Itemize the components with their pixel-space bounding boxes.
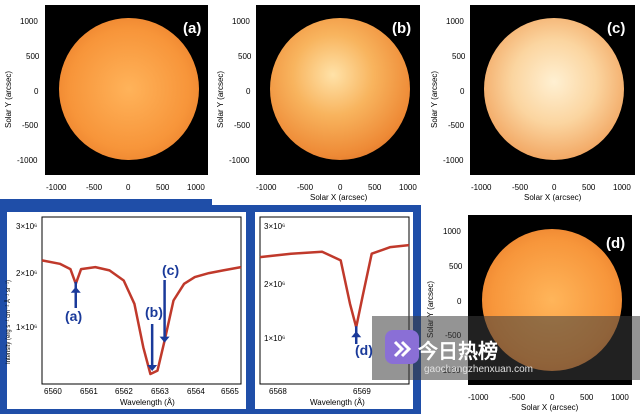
annotation-a: (a) (65, 308, 83, 324)
x-tick: -500 (509, 393, 526, 402)
y-tick: 0 (457, 297, 462, 306)
y-tick: 500 (452, 52, 466, 61)
watermark-logo-icon (385, 330, 419, 364)
y-tick: -500 (448, 121, 465, 130)
spectrum-chart-left (41, 216, 242, 385)
x-tick: 6562 (115, 387, 133, 396)
arrow-d-head (351, 331, 362, 338)
x-tick: 0 (126, 183, 131, 192)
x-tick: -1000 (46, 183, 67, 192)
sun-image-a: (a) (45, 5, 208, 175)
plot-frame (41, 216, 242, 385)
y-tick: 3×10⁶ (264, 222, 286, 231)
x-tick: 500 (156, 183, 170, 192)
annotation-c: (c) (162, 262, 180, 278)
panel-label-a: (a) (183, 20, 202, 37)
y-tick: 1000 (232, 17, 250, 26)
x-tick: -500 (512, 183, 529, 192)
watermark-title: 今日热榜 (418, 339, 498, 363)
sun-image-c: (c) (470, 5, 635, 175)
x-tick: -1000 (471, 183, 492, 192)
x-tick: 1000 (611, 393, 629, 402)
y-tick: 1×10⁶ (16, 323, 38, 332)
arrow-c-head (159, 336, 170, 343)
x-axis-title: Wavelength (Å) (120, 398, 175, 407)
panel-b: (b) 1000 500 0 -500 -1000 Solar Y (arcse… (212, 0, 427, 205)
x-axis-title: Solar X (arcsec) (521, 403, 579, 412)
annotation-b: (b) (145, 304, 163, 320)
x-tick: 6569 (353, 387, 371, 396)
x-tick: 1000 (399, 183, 417, 192)
x-tick: 0 (550, 393, 555, 402)
annotation-d: (d) (355, 342, 373, 358)
x-tick: 1000 (187, 183, 205, 192)
x-tick: 6560 (44, 387, 62, 396)
y-tick: -500 (22, 121, 39, 130)
x-tick: 6568 (269, 387, 287, 396)
y-axis-title: Solar Y (arcsec) (216, 70, 225, 128)
y-tick: 1000 (443, 227, 461, 236)
y-axis-title: Solar Y (arcsec) (4, 70, 13, 128)
x-tick: 6565 (221, 387, 239, 396)
arrow-a-head (70, 286, 81, 293)
x-tick: 6563 (151, 387, 169, 396)
y-tick: -500 (234, 121, 251, 130)
panel-a: (a) 1000 500 0 -500 -1000 Solar Y (arcse… (0, 0, 212, 199)
x-tick: 1000 (613, 183, 631, 192)
x-tick: -500 (86, 183, 103, 192)
y-tick: 2×10⁶ (264, 280, 286, 289)
y-tick: 0 (460, 87, 465, 96)
watermark-url: gaochangzhenxuan.com (424, 364, 533, 375)
spectrum-chart-right (259, 216, 410, 385)
panel-label-c: (c) (607, 20, 626, 37)
x-axis-title: Wavelength (Å) (310, 398, 365, 407)
y-tick: 3×10⁶ (16, 222, 38, 231)
y-tick: 1×10⁶ (264, 334, 286, 343)
x-tick: 6561 (80, 387, 98, 396)
sun-disk (484, 18, 624, 160)
y-tick: 2×10⁶ (16, 269, 38, 278)
panel-c: (c) 1000 500 0 -500 -1000 Solar Y (arcse… (427, 0, 640, 205)
plot-frame (259, 216, 410, 385)
y-tick: -1000 (17, 156, 38, 165)
y-tick: -1000 (443, 156, 464, 165)
y-tick: 500 (238, 52, 252, 61)
x-axis-title: Solar X (arcsec) (310, 193, 368, 202)
y-tick: 0 (34, 87, 39, 96)
panel-d: (d) 1000 500 0 -500 -1000 Solar Y (arcse… (421, 205, 640, 414)
spectrum-line (259, 243, 410, 329)
x-tick: 500 (580, 393, 594, 402)
x-axis-title: Solar X (arcsec) (524, 193, 582, 202)
x-tick: 6564 (187, 387, 205, 396)
y-axis-title: Intensity (erg s⁻¹ cm⁻² Å⁻¹ sr⁻¹) (6, 279, 12, 364)
y-tick: 1000 (20, 17, 38, 26)
x-tick: 0 (338, 183, 343, 192)
sun-disk (270, 18, 410, 160)
x-tick: -1000 (468, 393, 489, 402)
sun-image-b: (b) (256, 5, 420, 175)
y-tick: 500 (449, 262, 463, 271)
y-tick: 500 (26, 52, 40, 61)
x-tick: -1000 (256, 183, 277, 192)
x-tick: -500 (297, 183, 314, 192)
x-tick: 0 (552, 183, 557, 192)
sun-disk (59, 18, 199, 160)
watermark-arrow-icon (393, 340, 412, 358)
arrow-b-head (147, 364, 158, 371)
y-tick: 0 (246, 87, 251, 96)
x-tick: 500 (582, 183, 596, 192)
y-tick: -1000 (229, 156, 250, 165)
x-tick: 500 (368, 183, 382, 192)
spectrum-panel-left: 3×10⁶ 2×10⁶ 1×10⁶ Intensity (erg s⁻¹ cm⁻… (6, 212, 246, 409)
y-tick: 1000 (446, 17, 464, 26)
panel-label-b: (b) (392, 20, 412, 37)
panel-label-d: (d) (606, 235, 626, 252)
y-axis-title: Solar Y (arcsec) (430, 70, 439, 128)
